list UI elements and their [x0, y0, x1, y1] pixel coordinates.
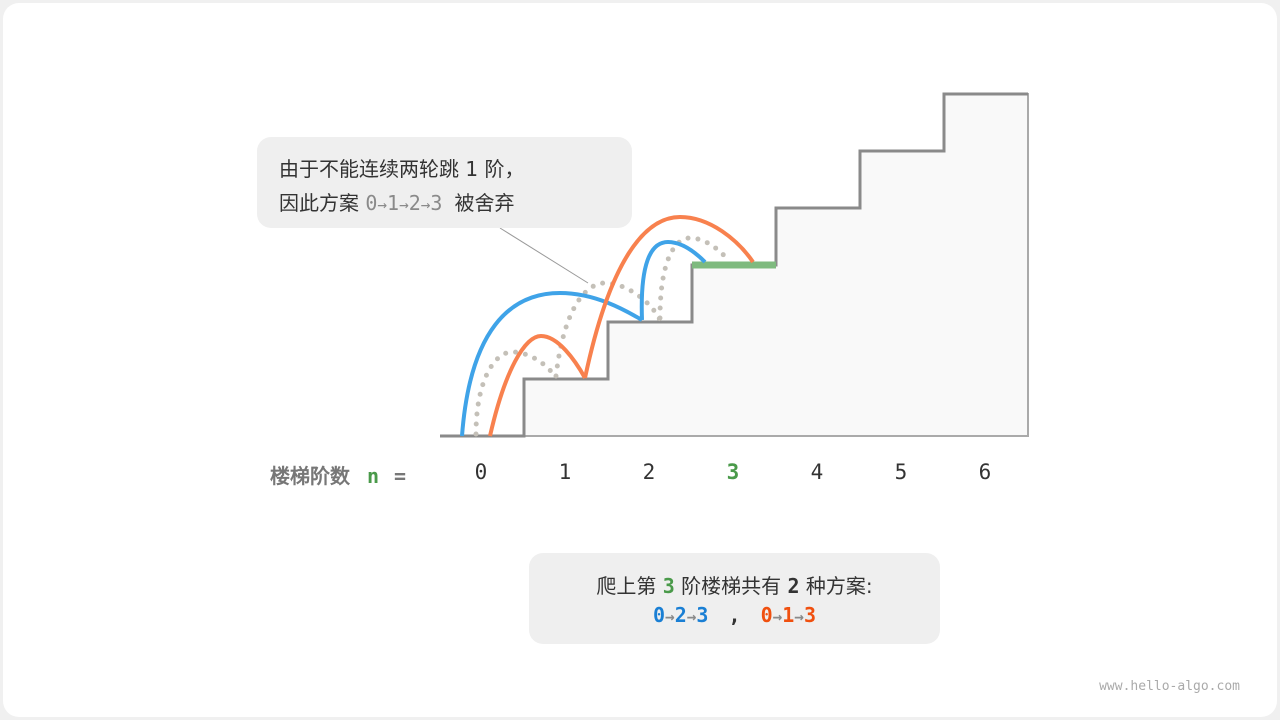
step-label-5: 5: [894, 460, 908, 484]
discarded-path: [473, 235, 731, 437]
callout-pointer: [499, 227, 589, 284]
watermark: www.hello-algo.com: [1099, 679, 1240, 694]
path-0-2-3: [460, 239, 707, 437]
step-label-3: 3: [726, 460, 740, 484]
callout-line2-prefix: 因此方案: [279, 191, 359, 215]
step-label-6: 6: [978, 460, 992, 484]
callout-line2-suffix: 被舍弃: [454, 191, 515, 215]
plan-a: 0→2→3: [653, 603, 709, 627]
summary-box: 爬上第 3 阶楼梯共有 2 种方案: 0→2→3 , 0→1→3: [529, 553, 940, 644]
step-label-0: 0: [474, 460, 488, 484]
axis-label: 楼梯阶数 n =: [270, 464, 407, 488]
callout-line1: 由于不能连续两轮跳 1 阶，: [279, 157, 525, 181]
path-0-1-3: [488, 214, 755, 437]
callout-discarded-plan: 由于不能连续两轮跳 1 阶， 因此方案 0→1→2→3 被舍弃: [257, 137, 632, 228]
discarded-path-text: 0→1→2→3: [365, 191, 443, 215]
step-label-1: 1: [558, 460, 572, 484]
step-label-4: 4: [810, 460, 824, 484]
plan-b: 0→1→3: [760, 603, 816, 627]
step-label-2: 2: [642, 460, 656, 484]
